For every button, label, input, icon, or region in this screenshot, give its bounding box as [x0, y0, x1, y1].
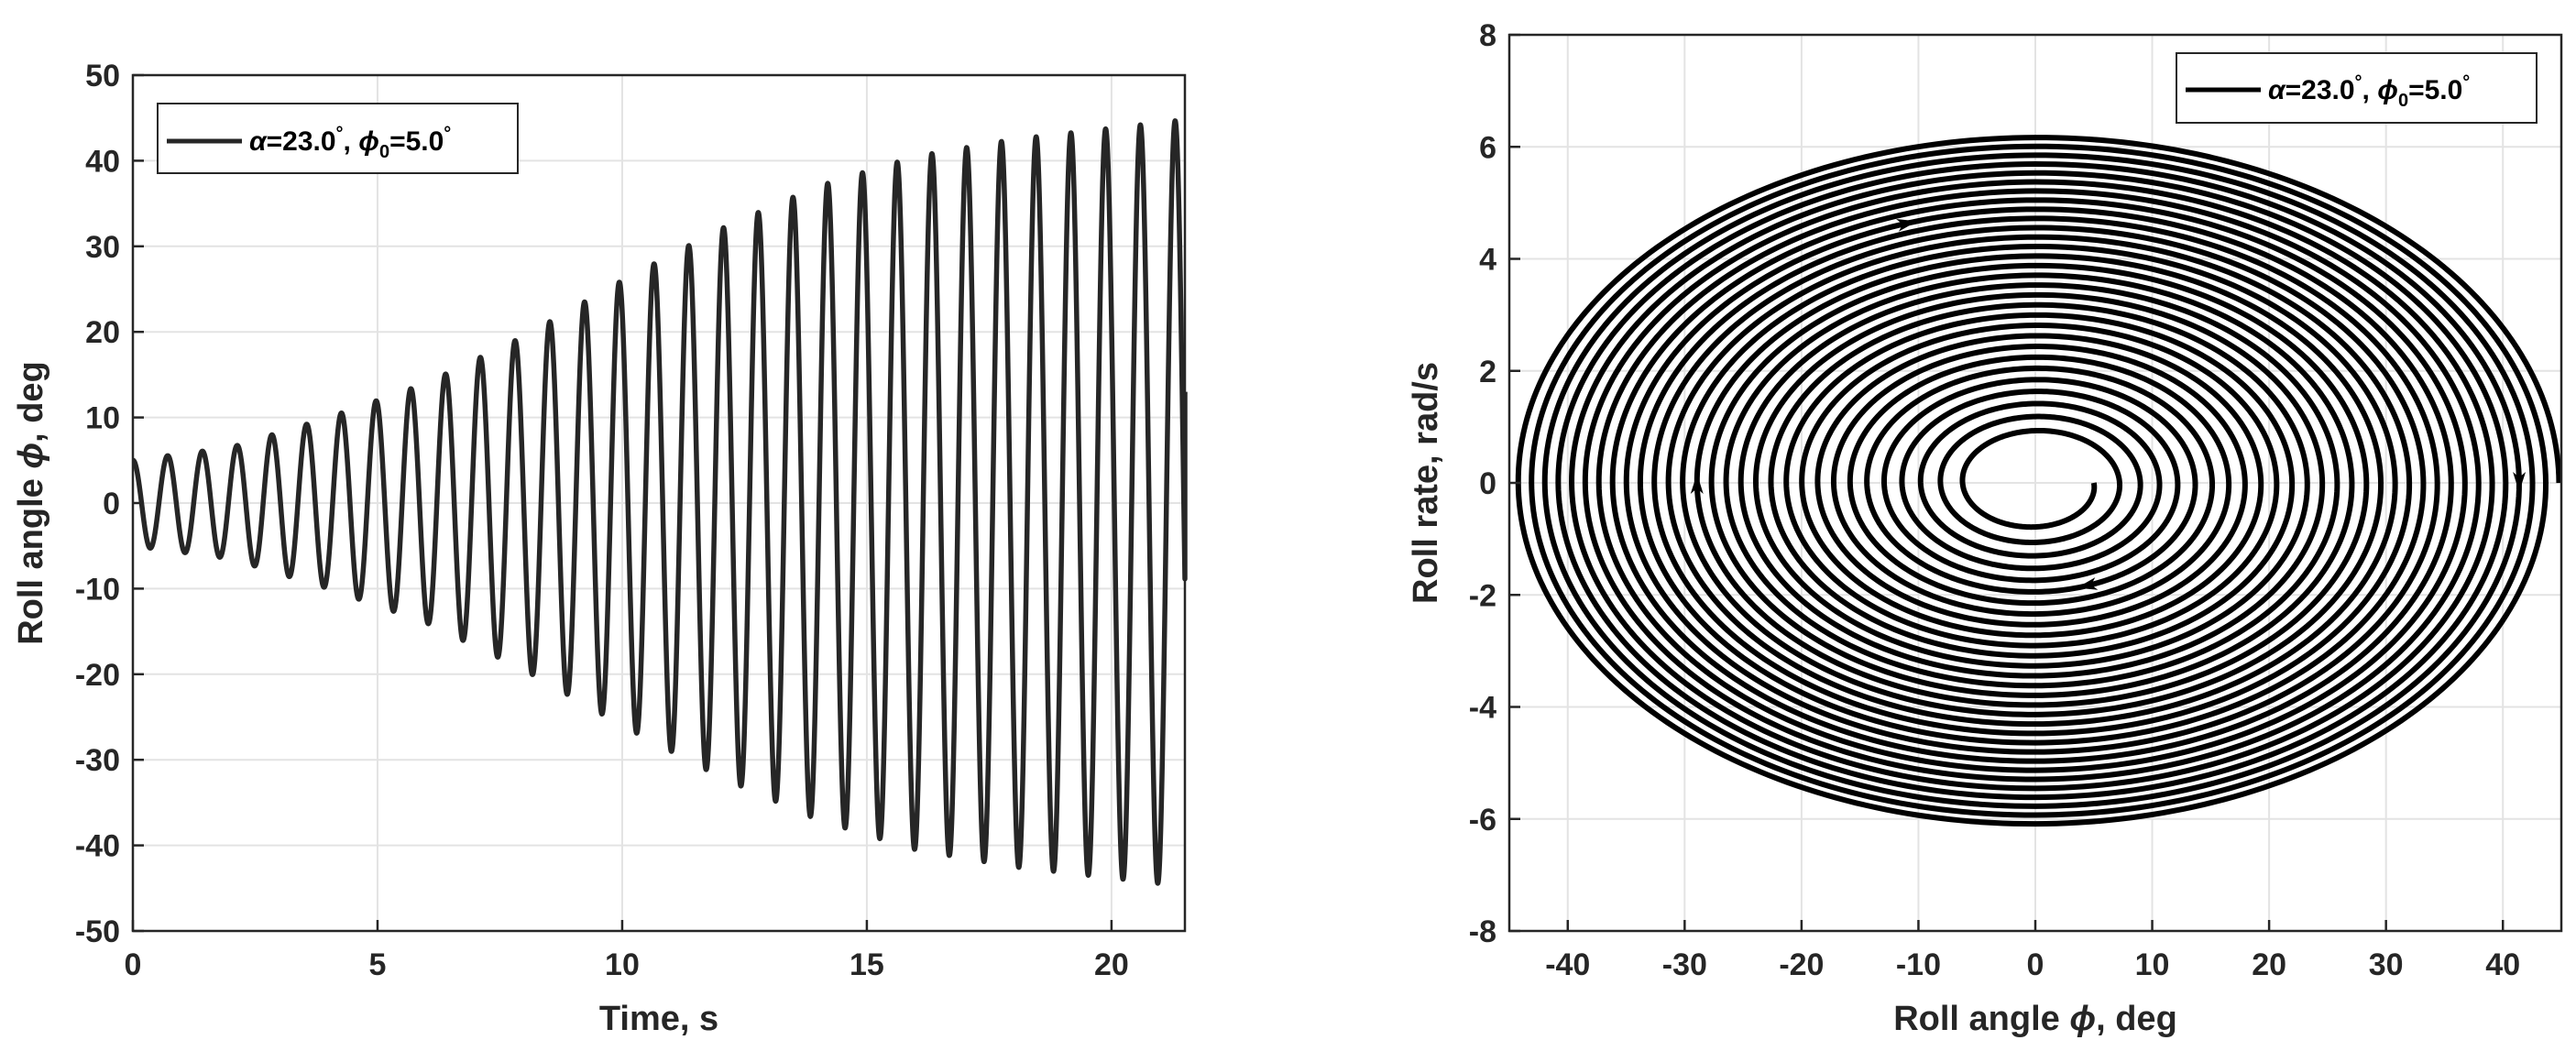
right-x-tick-label: -20	[1779, 947, 1824, 982]
left-y-tick-label: -10	[75, 572, 120, 607]
legend-left: α=23.0°, ϕ0=5.0°	[157, 103, 519, 174]
left-y-tick-label: -50	[75, 914, 120, 949]
legend-label-left: α=23.0°, ϕ0=5.0°	[249, 124, 451, 162]
right-x-tick-label: 0	[2027, 947, 2044, 982]
direction-arrow	[2077, 577, 2099, 590]
legend-right: α=23.0°, ϕ0=5.0°	[2176, 52, 2538, 124]
right-y-tick-label: -2	[1469, 578, 1496, 613]
x-axis-label-right: Roll angle ϕ, deg	[1893, 1000, 2177, 1038]
ticks-left: 0 5 10 15 20 -50 -40 -30 -20 -10 0 10 20 30 40 50	[75, 59, 1129, 982]
time-history-chart: 0 5 10 15 20 -50 -40 -30 -20 -10 0 10 20 30 40 50 Time,…	[12, 59, 1188, 1038]
direction-arrows	[1690, 219, 2527, 590]
right-y-tick-label: -4	[1469, 691, 1496, 726]
right-x-tick-label: -30	[1662, 947, 1707, 982]
right-y-tick-label: 6	[1479, 130, 1496, 165]
right-x-tick-label: 20	[2252, 947, 2286, 982]
left-x-tick-label: 5	[369, 947, 387, 982]
direction-arrow	[1896, 219, 1917, 232]
left-x-tick-label: 20	[1094, 947, 1129, 982]
legend-label-right: α=23.0°, ϕ0=5.0°	[2268, 72, 2470, 111]
phase-trajectory-series	[1515, 135, 2561, 827]
right-x-tick-label: 40	[2485, 947, 2520, 982]
left-y-tick-label: -20	[75, 658, 120, 693]
right-y-tick-label: 8	[1479, 18, 1496, 53]
right-x-tick-label: 10	[2135, 947, 2170, 982]
left-x-tick-label: 15	[850, 947, 884, 982]
left-y-tick-label: 50	[85, 59, 120, 93]
right-y-tick-label: 0	[1479, 466, 1496, 501]
right-x-tick-label: -10	[1896, 947, 1941, 982]
left-y-tick-label: 10	[85, 401, 120, 436]
left-y-tick-label: 20	[85, 315, 120, 350]
right-y-tick-label: -8	[1469, 914, 1496, 949]
roll-angle-series	[130, 118, 1188, 886]
legend-box-left	[157, 103, 519, 174]
left-y-tick-label: 40	[85, 144, 120, 179]
right-x-tick-label: -40	[1545, 947, 1590, 982]
left-y-tick-label: 30	[85, 230, 120, 265]
left-x-tick-label: 0	[125, 947, 142, 982]
right-y-tick-label: -6	[1469, 803, 1496, 838]
left-y-tick-label: 0	[103, 487, 120, 521]
y-axis-label-left: Roll angle ϕ, deg	[12, 361, 50, 645]
direction-arrow	[2513, 471, 2527, 492]
right-x-tick-label: 30	[2369, 947, 2404, 982]
left-y-tick-label: -30	[75, 743, 120, 778]
right-y-tick-label: 4	[1479, 243, 1496, 278]
direction-arrow	[1690, 474, 1704, 495]
y-axis-label-right: Roll rate, rad/s	[1407, 362, 1445, 604]
left-y-tick-label: -40	[75, 829, 120, 864]
left-x-tick-label: 10	[605, 947, 640, 982]
right-y-tick-label: 2	[1479, 355, 1496, 389]
x-axis-label-left: Time, s	[599, 1000, 718, 1038]
